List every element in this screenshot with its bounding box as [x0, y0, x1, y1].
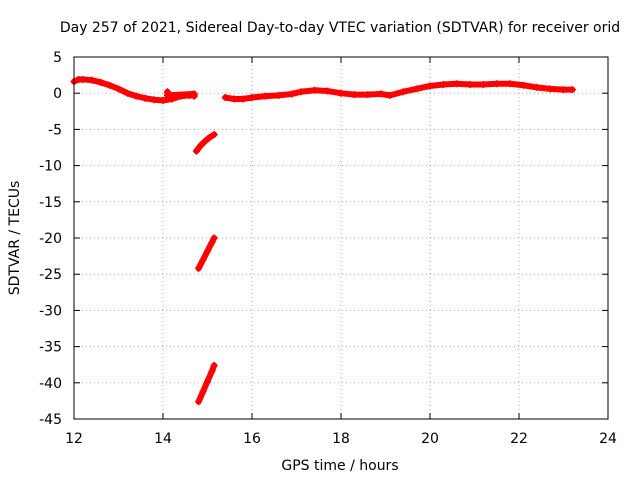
data-point — [413, 85, 421, 93]
data-point — [150, 96, 158, 104]
data-point — [560, 86, 567, 94]
data-point — [208, 238, 216, 246]
data-point — [297, 88, 305, 96]
data-point — [288, 90, 296, 98]
data-point — [310, 86, 318, 94]
data-point — [506, 80, 514, 88]
data-point — [210, 234, 218, 242]
x-tick-label: 24 — [599, 431, 617, 447]
data-point — [208, 367, 216, 375]
data-point — [568, 86, 576, 94]
data-point — [204, 247, 211, 255]
x-axis-label: GPS time / hours — [281, 458, 398, 474]
data-point — [546, 85, 554, 93]
data-point — [239, 95, 247, 103]
data-point — [399, 88, 407, 96]
x-tick-label: 22 — [510, 431, 528, 447]
x-tick-label: 12 — [65, 431, 83, 447]
data-point — [195, 264, 203, 272]
x-tick-label: 14 — [154, 431, 172, 447]
data-point — [230, 95, 238, 103]
series-main-trace-2 — [222, 80, 576, 102]
data-point — [199, 387, 207, 395]
data-point — [106, 81, 114, 89]
data-point — [221, 94, 229, 102]
data-point — [210, 361, 218, 369]
data-point — [493, 80, 501, 88]
data-point — [426, 82, 434, 90]
y-tick-label: 5 — [53, 50, 62, 66]
series-outliers — [164, 88, 198, 100]
y-tick-label: -30 — [39, 303, 62, 319]
y-tick-label: -20 — [39, 231, 62, 247]
data-point — [132, 92, 140, 100]
grid — [74, 57, 608, 419]
y-tick-label: -40 — [39, 376, 62, 392]
data-point — [197, 141, 205, 149]
y-axis-label: SDTVAR / TECUs — [7, 181, 23, 296]
data-point — [275, 91, 283, 99]
data-point — [248, 94, 256, 102]
data-point — [261, 92, 269, 100]
data-point — [204, 377, 211, 385]
data-point — [199, 256, 207, 264]
y-tick-label: 0 — [53, 86, 62, 102]
y-tick-label: -10 — [39, 159, 62, 175]
data-point — [386, 91, 394, 99]
data-point — [192, 147, 200, 155]
data-point — [466, 81, 474, 89]
chart-title: Day 257 of 2021, Sidereal Day-to-day VTE… — [60, 20, 620, 36]
x-tick-label: 16 — [243, 431, 261, 447]
ticks: 12 14 16 18 20 22 24 5 0 -5 -10 -15 -20 -25 -30 -35 -40 -… — [39, 50, 617, 447]
data-point — [210, 130, 218, 138]
data-point — [324, 87, 332, 95]
data-point — [519, 81, 527, 89]
data-point — [79, 75, 87, 83]
data-point — [115, 85, 122, 93]
data-point — [377, 90, 385, 98]
data-point — [364, 91, 372, 99]
y-tick-label: -35 — [39, 340, 62, 356]
data-point — [439, 81, 447, 89]
data-point — [206, 133, 214, 141]
data-point — [195, 398, 203, 406]
data-point — [97, 78, 105, 86]
data-point — [337, 89, 345, 97]
data-point — [201, 137, 209, 145]
data-point — [479, 81, 487, 89]
data-point — [163, 91, 171, 99]
x-tick-label: 20 — [421, 431, 439, 447]
y-tick-label: -25 — [39, 267, 62, 283]
data-point — [141, 94, 149, 102]
data-point — [123, 89, 131, 97]
data-point — [350, 91, 358, 99]
data-point — [190, 92, 198, 100]
y-tick-label: -15 — [39, 195, 62, 211]
data-layer — [70, 75, 576, 406]
y-tick-label: -45 — [39, 412, 62, 428]
data-point — [453, 80, 461, 88]
x-tick-label: 18 — [332, 431, 350, 447]
data-point — [533, 83, 541, 91]
y-tick-label: -5 — [48, 122, 62, 138]
data-point — [159, 96, 167, 104]
data-point — [88, 76, 96, 84]
